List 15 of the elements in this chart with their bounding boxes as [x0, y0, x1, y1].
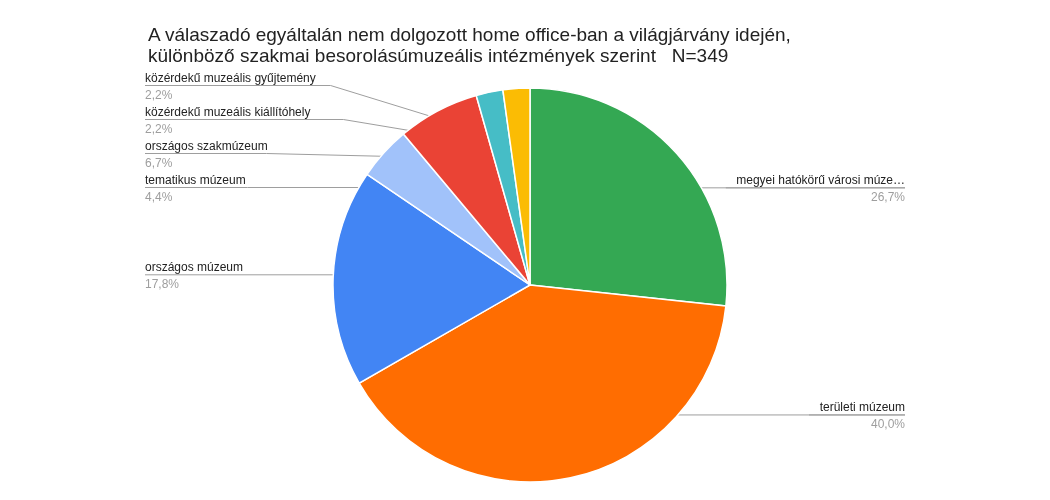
- slice-label: közérdekű muzeális kiállítóhely: [145, 104, 311, 119]
- data-label: 2,2%: [145, 87, 173, 102]
- data-label: 26,7%: [870, 189, 906, 204]
- data-label: 2,2%: [145, 121, 173, 136]
- data-label: 17,8%: [145, 276, 180, 291]
- data-label: 4,4%: [145, 189, 173, 204]
- data-label: 40,0%: [870, 416, 906, 431]
- chart-title: A válaszadó egyáltalán nem dolgozott home office-ban a világjárvány idején, különböző szakmai besorolásúmuzeális intézmények szerint N=349: [148, 24, 791, 66]
- slice-label: országos múzeum: [145, 259, 244, 274]
- data-label: 6,7%: [145, 155, 173, 170]
- slice-label: közérdekű muzeális gyűjtemény: [145, 70, 316, 85]
- slice-label: tematikus múzeum: [145, 172, 246, 187]
- slice-label: területi múzeum: [819, 399, 905, 414]
- slice-label: megyei hatókörű városi múze…: [736, 172, 905, 187]
- slice-label: országos szakmúzeum: [145, 138, 268, 153]
